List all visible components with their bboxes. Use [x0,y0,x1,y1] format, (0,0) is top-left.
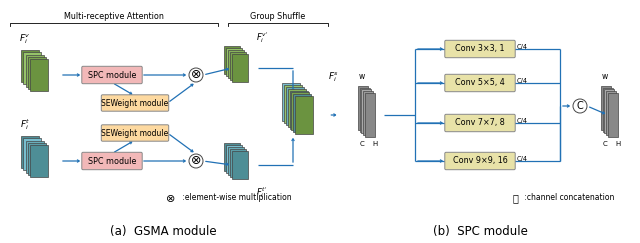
Bar [26,55,44,87]
Text: C: C [360,141,364,147]
Bar [24,52,42,84]
Bar [226,48,242,76]
Text: SEWeight module: SEWeight module [101,129,168,138]
Text: C/4: C/4 [517,44,528,50]
Text: C/4: C/4 [517,78,528,84]
Bar [295,96,313,134]
Bar [230,52,246,80]
Bar [228,50,244,78]
Bar [28,143,46,175]
Circle shape [573,99,587,113]
Text: H: H [615,141,620,147]
Text: Conv 3×3, 1: Conv 3×3, 1 [455,44,505,53]
Bar [26,141,44,173]
Bar [28,57,46,89]
Bar [293,94,311,132]
Bar [604,89,614,133]
FancyBboxPatch shape [82,152,142,170]
Text: :channel concatenation: :channel concatenation [522,193,614,202]
Bar [282,83,300,122]
Bar [603,87,612,132]
Bar [286,87,304,125]
Bar [226,145,242,173]
FancyBboxPatch shape [445,40,515,58]
Text: :element-wise multiplication: :element-wise multiplication [180,193,292,202]
Text: w: w [359,72,365,81]
Text: SPC module: SPC module [88,156,136,165]
Text: (b)  SPC module: (b) SPC module [433,225,527,237]
Text: C: C [603,141,607,147]
Bar [606,91,616,135]
Bar [21,136,39,168]
Text: SPC module: SPC module [88,70,136,79]
Bar [232,151,248,179]
Text: $F_i^t$: $F_i^t$ [20,117,30,132]
Text: (a)  GSMA module: (a) GSMA module [109,225,216,237]
FancyBboxPatch shape [445,114,515,132]
FancyBboxPatch shape [101,125,169,141]
Text: Conv 5×5, 4: Conv 5×5, 4 [455,78,505,87]
Text: Group Shuffle: Group Shuffle [250,12,306,21]
FancyBboxPatch shape [82,66,142,84]
Text: Conv 9×9, 16: Conv 9×9, 16 [452,156,508,165]
Bar [284,85,302,123]
Bar [24,139,42,170]
Text: $F_i^{t'}$: $F_i^{t'}$ [256,185,268,200]
Circle shape [189,68,203,82]
Bar [224,46,240,74]
Bar [291,92,309,130]
FancyBboxPatch shape [445,152,515,170]
Bar [30,59,48,91]
Bar [21,50,39,82]
Bar [224,143,240,171]
FancyBboxPatch shape [101,95,169,111]
Text: SEWeight module: SEWeight module [101,98,168,107]
Text: $F_i^s$: $F_i^s$ [328,70,339,84]
Bar [358,86,368,130]
Bar [364,91,373,135]
Bar [288,89,306,127]
Text: $\otimes$: $\otimes$ [190,69,202,81]
FancyBboxPatch shape [445,74,515,92]
Text: Ⓒ: Ⓒ [512,193,518,203]
Bar [362,89,371,133]
Text: Conv 7×7, 8: Conv 7×7, 8 [455,119,505,128]
Text: $\otimes$: $\otimes$ [165,192,175,203]
Text: H: H [372,141,377,147]
Bar [228,147,244,175]
Text: $F_i^{v'}$: $F_i^{v'}$ [256,30,268,45]
Text: C/4: C/4 [517,156,528,162]
Bar [30,145,48,177]
Text: C/4: C/4 [517,118,528,124]
Text: w: w [602,72,608,81]
Bar [608,93,618,137]
Bar [232,54,248,82]
Bar [365,93,375,137]
Bar [601,86,611,130]
Text: Multi-receptive Attention: Multi-receptive Attention [64,12,164,21]
Bar [230,149,246,177]
Bar [290,91,308,129]
Circle shape [189,154,203,168]
Text: $\otimes$: $\otimes$ [190,155,202,167]
Text: $F_i^v$: $F_i^v$ [19,33,31,46]
Text: C: C [577,101,584,111]
Bar [360,87,370,132]
